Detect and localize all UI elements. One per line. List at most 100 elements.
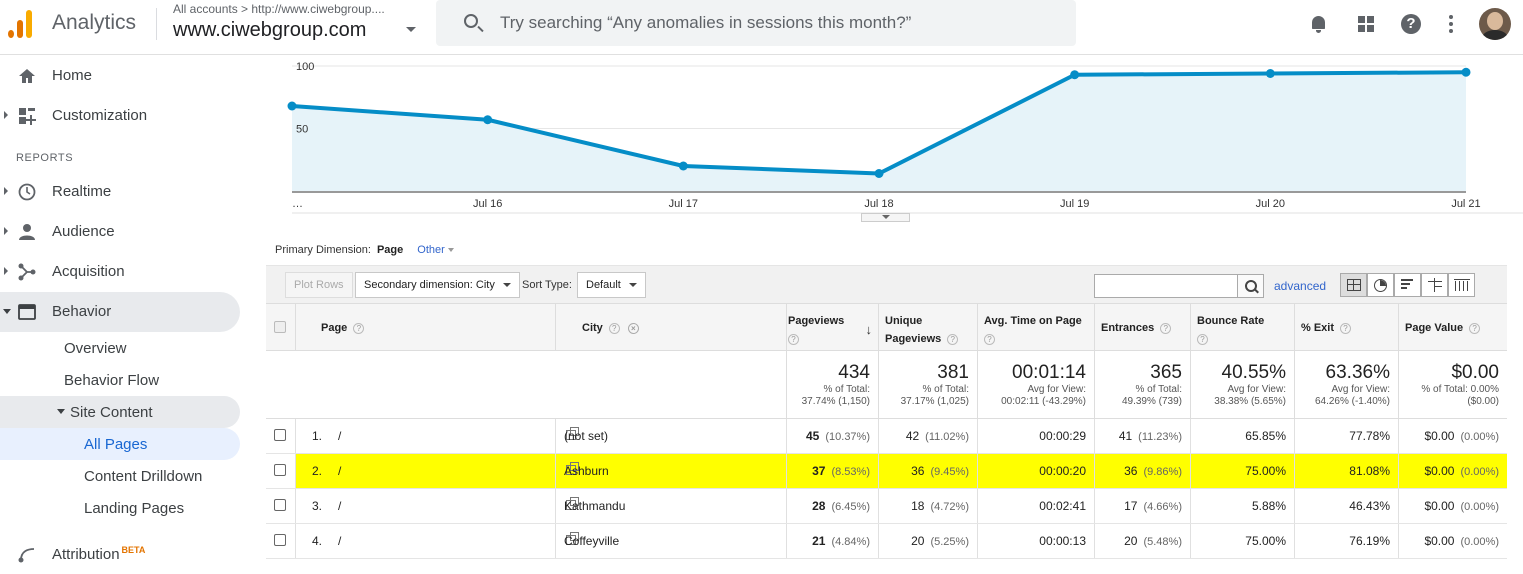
data-point bbox=[287, 101, 297, 111]
sidebar-item-all-pages[interactable]: All Pages bbox=[0, 428, 240, 460]
sidebar-item-overview[interactable]: Overview bbox=[0, 332, 240, 364]
help-icon[interactable]: ? bbox=[1160, 322, 1172, 334]
city-link[interactable]: Kathmandu bbox=[564, 499, 626, 513]
more-vert-icon[interactable] bbox=[1439, 12, 1463, 36]
help-icon[interactable]: ? bbox=[1399, 12, 1423, 36]
close-icon[interactable]: × bbox=[627, 322, 639, 334]
analytics-logo-icon[interactable] bbox=[8, 8, 34, 38]
header-exit[interactable]: % Exit? bbox=[1294, 304, 1398, 351]
advanced-filter-link[interactable]: advanced bbox=[1274, 279, 1327, 293]
sidebar-item-realtime[interactable]: Realtime bbox=[0, 172, 240, 212]
sidebar-item-label: Landing Pages bbox=[84, 500, 185, 517]
page-link[interactable]: / bbox=[338, 499, 342, 513]
external-link-icon[interactable] bbox=[566, 532, 579, 545]
sidebar-item-attribution[interactable]: Attribution BETA bbox=[0, 534, 240, 574]
sidebar-item-label: Acquisition bbox=[52, 263, 125, 280]
comparison-view-icon[interactable] bbox=[1421, 273, 1448, 297]
x-tick-label: … bbox=[292, 198, 303, 210]
sidebar-item-acquisition[interactable]: Acquisition bbox=[0, 252, 240, 292]
cell-city: Coffeyville bbox=[555, 524, 786, 558]
sidebar-item-site-content[interactable]: Site Content bbox=[0, 396, 240, 428]
help-icon[interactable]: ? bbox=[353, 322, 365, 334]
table-view-icon[interactable] bbox=[1340, 273, 1367, 297]
row-checkbox-cell bbox=[266, 419, 295, 453]
row-checkbox[interactable] bbox=[274, 499, 286, 511]
table-search-input[interactable] bbox=[1094, 274, 1262, 298]
cell-page-value: $0.00 (0.00%) bbox=[1398, 489, 1507, 523]
data-point bbox=[874, 169, 884, 178]
header-page-value[interactable]: Page Value? bbox=[1398, 304, 1507, 351]
header-avg-time[interactable]: Avg. Time on Page? bbox=[977, 304, 1094, 351]
sort-desc-icon[interactable]: ↓ bbox=[865, 322, 873, 337]
city-link[interactable]: Ashburn bbox=[564, 464, 609, 478]
search-bar[interactable]: Try searching “Any anomalies in sessions… bbox=[436, 0, 1076, 46]
app-name[interactable]: Analytics bbox=[52, 11, 137, 34]
header-entrances[interactable]: Entrances? bbox=[1094, 304, 1190, 351]
sidebar-item-content-drilldown[interactable]: Content Drilldown bbox=[0, 460, 240, 492]
external-link-icon[interactable] bbox=[566, 427, 579, 440]
table-row[interactable]: 2. / Ashburn 37 (8.53%) 36 (9.45%) 00:00:20 36 (9… bbox=[266, 454, 1507, 489]
search-icon[interactable] bbox=[1237, 274, 1264, 298]
sidebar-item-behavior[interactable]: Behavior bbox=[0, 292, 240, 332]
help-icon[interactable]: ? bbox=[984, 333, 995, 345]
city-link[interactable]: (not set) bbox=[564, 429, 609, 443]
account-selector[interactable]: www.ciwebgroup.com bbox=[173, 19, 367, 41]
help-icon[interactable]: ? bbox=[788, 333, 799, 345]
table-row[interactable]: 1. / (not set) 45 (10.37%) 42 (11.02%) 00:00:29… bbox=[266, 419, 1507, 454]
help-icon[interactable]: ? bbox=[1340, 322, 1352, 334]
row-checkbox[interactable] bbox=[274, 429, 286, 441]
help-icon[interactable]: ? bbox=[947, 333, 959, 345]
line-chart[interactable]: 100 50 … Jul 16 Jul 17 Jul 18 Jul 19 Jul 20 Jul … bbox=[266, 56, 1523, 224]
chart-collapse-handle[interactable] bbox=[861, 213, 910, 222]
header-city[interactable]: City? × bbox=[555, 304, 786, 351]
avatar[interactable] bbox=[1479, 8, 1511, 40]
bounce-value: 5.88% bbox=[1251, 499, 1286, 513]
plot-rows-button[interactable]: Plot Rows bbox=[285, 272, 353, 298]
row-checkbox[interactable] bbox=[274, 534, 286, 546]
header-unique-pageviews[interactable]: Unique Pageviews? bbox=[878, 304, 977, 351]
chevron-down-icon[interactable] bbox=[406, 27, 416, 32]
header-page[interactable]: Page? bbox=[295, 304, 555, 351]
apps-icon[interactable] bbox=[1354, 12, 1378, 36]
page-link[interactable]: / bbox=[338, 464, 342, 478]
page-link[interactable]: / bbox=[338, 534, 342, 548]
header-bounce-rate[interactable]: Bounce Rate? bbox=[1190, 304, 1294, 351]
select-all-checkbox[interactable] bbox=[274, 321, 286, 333]
external-link-icon[interactable] bbox=[566, 497, 579, 510]
secondary-dimension-dropdown[interactable]: Secondary dimension: City bbox=[355, 272, 520, 298]
performance-view-icon[interactable] bbox=[1394, 273, 1421, 297]
pie-view-icon[interactable] bbox=[1367, 273, 1394, 297]
data-point bbox=[483, 115, 493, 125]
sidebar-item-home[interactable]: Home bbox=[0, 56, 240, 96]
table-row[interactable]: 4. / Coffeyville 21 (4.84%) 20 (5.25%) 00:00:13… bbox=[266, 524, 1507, 559]
primary-dimension-other[interactable]: Other bbox=[417, 244, 454, 256]
row-checkbox[interactable] bbox=[274, 464, 286, 476]
cell-unique-pageviews: 36 (9.45%) bbox=[878, 454, 977, 488]
sort-type-dropdown[interactable]: Default bbox=[577, 272, 646, 298]
city-link[interactable]: Coffeyville bbox=[564, 534, 620, 548]
help-icon[interactable]: ? bbox=[1197, 333, 1208, 345]
sidebar-item-audience[interactable]: Audience bbox=[0, 212, 240, 252]
column-label: Avg. Time on Page bbox=[984, 315, 1082, 327]
external-link-icon[interactable] bbox=[566, 462, 579, 475]
header-pageviews[interactable]: Pageviews? ↓ bbox=[786, 304, 878, 351]
cell-city: Kathmandu bbox=[555, 489, 786, 523]
chevron-right-icon bbox=[4, 227, 8, 235]
divider bbox=[156, 8, 157, 40]
pivot-view-icon[interactable] bbox=[1448, 273, 1475, 297]
page-link[interactable]: / bbox=[338, 429, 342, 443]
bounce-value: 75.00% bbox=[1245, 534, 1286, 548]
primary-dimension-page[interactable]: Page bbox=[376, 244, 404, 256]
help-icon[interactable]: ? bbox=[608, 322, 620, 334]
account-breadcrumb[interactable]: All accounts > http://www.ciwebgroup.... bbox=[173, 2, 385, 16]
sidebar-item-customization[interactable]: Customization bbox=[0, 96, 240, 136]
table-row[interactable]: 3. / Kathmandu 28 (6.45%) 18 (4.72%) 00:02:41 17… bbox=[266, 489, 1507, 524]
total-pageviews: 434% of Total: 37.74% (1,150) bbox=[786, 351, 878, 418]
unique-pct: (5.25%) bbox=[930, 536, 969, 548]
avg-time-value: 00:02:41 bbox=[1039, 499, 1086, 513]
help-icon[interactable]: ? bbox=[1469, 322, 1481, 334]
sidebar-item-behavior-flow[interactable]: Behavior Flow bbox=[0, 364, 240, 396]
search-input[interactable]: Try searching “Any anomalies in sessions… bbox=[500, 13, 912, 32]
sidebar-item-landing-pages[interactable]: Landing Pages bbox=[0, 492, 240, 524]
bell-icon[interactable] bbox=[1307, 12, 1331, 36]
